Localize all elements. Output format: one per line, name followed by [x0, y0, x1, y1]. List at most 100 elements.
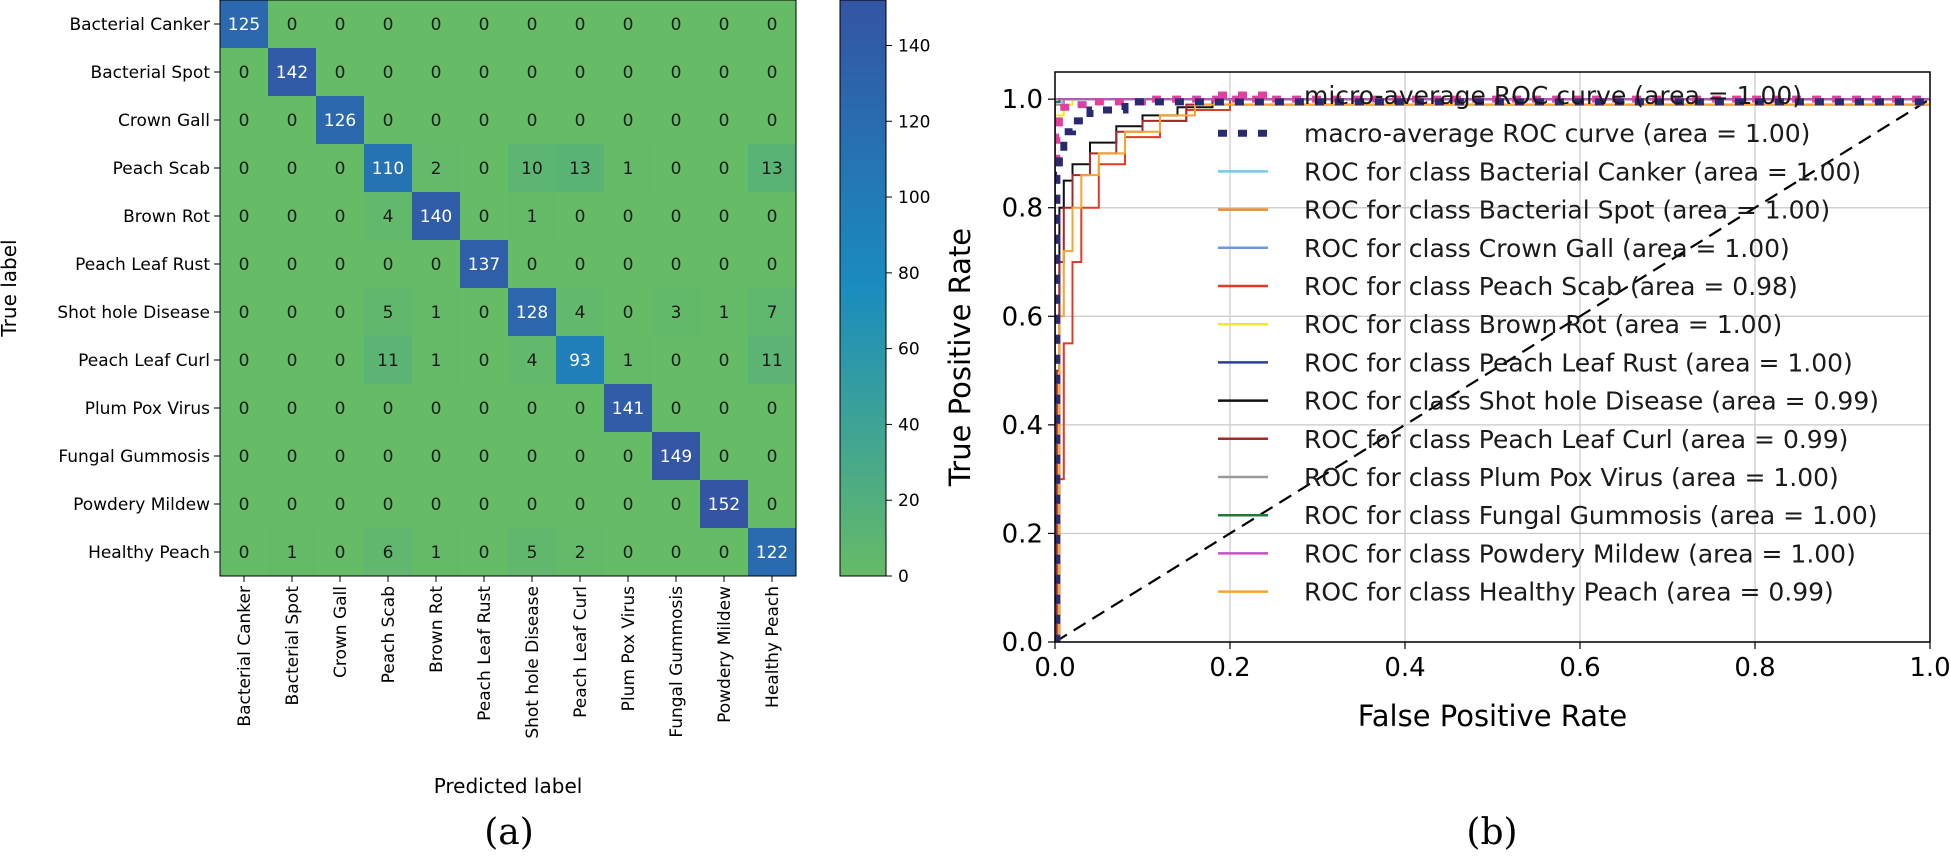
matrix-cell: [748, 384, 797, 433]
x-tick-label: 0.0: [1034, 653, 1075, 683]
legend-entry: macro-average ROC curve (area = 1.00): [1304, 119, 1810, 148]
colorbar-tick-label: 40: [898, 415, 920, 435]
matrix-cell: [700, 528, 749, 577]
cell-value: 0: [527, 63, 538, 83]
cell-value: 0: [671, 351, 682, 371]
cell-value: 0: [479, 15, 490, 35]
matrix-cell: [508, 48, 557, 97]
matrix-cell: [556, 48, 605, 97]
matrix-cell: [364, 144, 413, 193]
cell-value: 0: [527, 255, 538, 275]
plot-frame: [1054, 71, 1931, 643]
matrix-cell: [748, 192, 797, 241]
cell-value: 11: [377, 351, 399, 371]
cell-value: 0: [431, 495, 442, 515]
matrix-cell: [700, 336, 749, 385]
matrix-cell: [652, 336, 701, 385]
cell-value: 0: [239, 447, 250, 467]
matrix-cell: [652, 240, 701, 289]
matrix-cell: [604, 48, 653, 97]
legend-entry: ROC for class Peach Leaf Curl (area = 0.…: [1304, 425, 1848, 454]
cell-value: 0: [335, 63, 346, 83]
matrix-cell: [412, 432, 461, 481]
matrix-cell: [220, 288, 269, 337]
y-axis-title: True Positive Rate: [943, 228, 977, 487]
x-tick-label: 0.6: [1559, 653, 1600, 683]
matrix-cell: [316, 0, 365, 49]
cell-value: 0: [383, 255, 394, 275]
cell-value: 0: [287, 111, 298, 131]
matrix-cell: [652, 480, 701, 529]
matrix-cell: [652, 48, 701, 97]
x-tick-label: 0.2: [1209, 653, 1250, 683]
matrix-cell: [460, 432, 509, 481]
x-axis-title: Predicted label: [434, 774, 583, 798]
cell-value: 0: [623, 255, 634, 275]
legend-entry: ROC for class Fungal Gummosis (area = 1.…: [1304, 501, 1878, 530]
curves-group: [1055, 95, 1930, 642]
x-tick-label: 1.0: [1909, 653, 1950, 683]
matrix-cell: [364, 0, 413, 49]
matrix-cell: [316, 240, 365, 289]
colorbar-tick-label: 20: [898, 491, 920, 511]
matrix-cell: [316, 384, 365, 433]
cell-value: 3: [671, 303, 682, 323]
cell-value: 0: [431, 255, 442, 275]
cell-value: 0: [767, 15, 778, 35]
colorbar-tick-label: 120: [898, 112, 930, 132]
y-tick-label: Peach Leaf Rust: [75, 255, 210, 275]
cell-value: 0: [719, 111, 730, 131]
roc-curve-roc-for-class-healthy-peach: [1055, 99, 1930, 642]
cell-value: 0: [671, 63, 682, 83]
y-tick-label: Crown Gall: [118, 111, 210, 131]
cell-value: 0: [431, 63, 442, 83]
matrix-cell: [748, 240, 797, 289]
matrix-cell: [412, 144, 461, 193]
matrix-cell: [460, 528, 509, 577]
cell-value: 0: [623, 207, 634, 227]
cell-value: 0: [239, 207, 250, 227]
cell-value: 0: [431, 399, 442, 419]
matrix-cell: [508, 0, 557, 49]
matrix-cell: [412, 96, 461, 145]
matrix-cell: [748, 144, 797, 193]
matrix-cell: [220, 192, 269, 241]
cell-value: 1: [623, 351, 634, 371]
cell-value: 0: [767, 111, 778, 131]
cell-value: 0: [335, 495, 346, 515]
cell-value: 0: [719, 447, 730, 467]
matrix-cell: [556, 96, 605, 145]
legend-entry: micro-average ROC curve (area = 1.00): [1304, 81, 1802, 110]
cell-value: 0: [575, 447, 586, 467]
panel-a-caption: (a): [484, 812, 534, 853]
cell-value: 125: [228, 15, 260, 35]
matrix-cell: [268, 192, 317, 241]
x-tick-label: Peach Leaf Curl: [571, 586, 591, 718]
cell-value: 0: [767, 495, 778, 515]
matrix-cell: [412, 0, 461, 49]
cell-value: 1: [431, 303, 442, 323]
cell-value: 0: [479, 399, 490, 419]
matrix-cell: [700, 96, 749, 145]
cell-value: 0: [287, 159, 298, 179]
cell-value: 122: [756, 543, 788, 563]
matrix-cell: [220, 144, 269, 193]
matrix-cell: [268, 96, 317, 145]
cell-value: 0: [383, 399, 394, 419]
matrix-cell: [604, 480, 653, 529]
cell-value: 0: [479, 111, 490, 131]
cell-value: 4: [383, 207, 394, 227]
cell-value: 0: [575, 255, 586, 275]
cell-value: 0: [479, 351, 490, 371]
matrix-cell: [220, 336, 269, 385]
chance-diagonal: [1055, 98, 1930, 642]
x-tick-label: Fungal Gummosis: [667, 586, 687, 738]
matrix-cell: [364, 96, 413, 145]
cell-value: 0: [335, 351, 346, 371]
cell-value: 0: [623, 543, 634, 563]
y-tick-label: Peach Scab: [113, 159, 210, 179]
cell-value: 110: [372, 159, 404, 179]
matrix-cell: [412, 288, 461, 337]
cell-value: 1: [287, 543, 298, 563]
matrix-cell: [268, 384, 317, 433]
